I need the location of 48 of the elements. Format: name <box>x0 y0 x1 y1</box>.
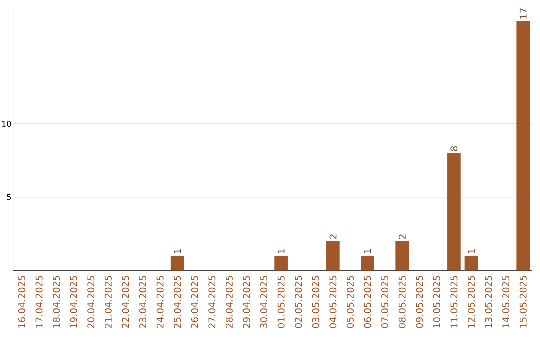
x-tick-label: 09.05.2025 <box>416 276 424 328</box>
x-tick-label: 02.05.2025 <box>295 276 302 328</box>
x-tick-label: 08.05.2025 <box>398 276 406 328</box>
bar <box>464 256 478 271</box>
y-tick-label: 5 <box>7 194 12 200</box>
x-tick-label: 13.05.2025 <box>485 276 492 328</box>
x-tick-label: 10.05.2025 <box>433 276 440 328</box>
x-tick-label: 29.04.2025 <box>243 276 250 328</box>
data-label: 1 <box>174 249 181 254</box>
x-tick-label: 30.04.2025 <box>260 276 268 328</box>
x-tick-label: 27.04.2025 <box>208 276 216 328</box>
bar <box>326 241 340 271</box>
x-tick-label: 11.05.2025 <box>450 276 458 328</box>
x-tick-label: 22.04.2025 <box>122 276 130 328</box>
x-tick-label: 06.05.2025 <box>364 276 372 328</box>
bar <box>516 21 530 271</box>
x-tick-label: 19.04.2025 <box>70 276 78 328</box>
bar <box>361 256 374 271</box>
x-tick-label: 23.04.2025 <box>139 276 147 328</box>
x-tick-label: 12.05.2025 <box>468 276 476 328</box>
bar <box>396 241 409 271</box>
x-tick-label: 18.04.2025 <box>53 276 60 328</box>
bar <box>274 256 288 271</box>
data-label: 17 <box>520 8 527 19</box>
x-tick-label: 07.05.2025 <box>382 276 389 328</box>
x-tick-label: 04.05.2025 <box>330 276 337 328</box>
data-label: 1 <box>364 249 372 254</box>
x-tick-label: 25.04.2025 <box>174 276 182 328</box>
y-tick-label: 10 <box>2 120 12 128</box>
x-tick-label: 05.05.2025 <box>346 276 354 328</box>
data-label: 1 <box>278 249 285 254</box>
data-label: 2 <box>398 234 406 240</box>
x-tick-label: 17.04.2025 <box>36 276 43 328</box>
x-tick-label: 28.04.2025 <box>226 276 233 328</box>
data-label: 2 <box>330 234 337 240</box>
x-tick-label: 15.05.2025 <box>520 276 527 328</box>
x-tick-label: 24.04.2025 <box>156 276 164 328</box>
x-tick-label: 03.05.2025 <box>312 276 320 328</box>
x-tick-label: 14.05.2025 <box>502 276 510 328</box>
data-label: 1 <box>468 249 475 254</box>
x-tick-label: 26.04.2025 <box>191 276 198 328</box>
data-label: 8 <box>450 146 458 152</box>
x-tick-label: 16.04.2025 <box>18 276 26 328</box>
bar <box>448 153 461 271</box>
x-tick-label: 21.04.2025 <box>104 276 112 328</box>
x-tick-label: 20.04.2025 <box>88 276 95 328</box>
bar <box>170 256 184 271</box>
x-tick-label: 01.05.2025 <box>278 276 285 328</box>
